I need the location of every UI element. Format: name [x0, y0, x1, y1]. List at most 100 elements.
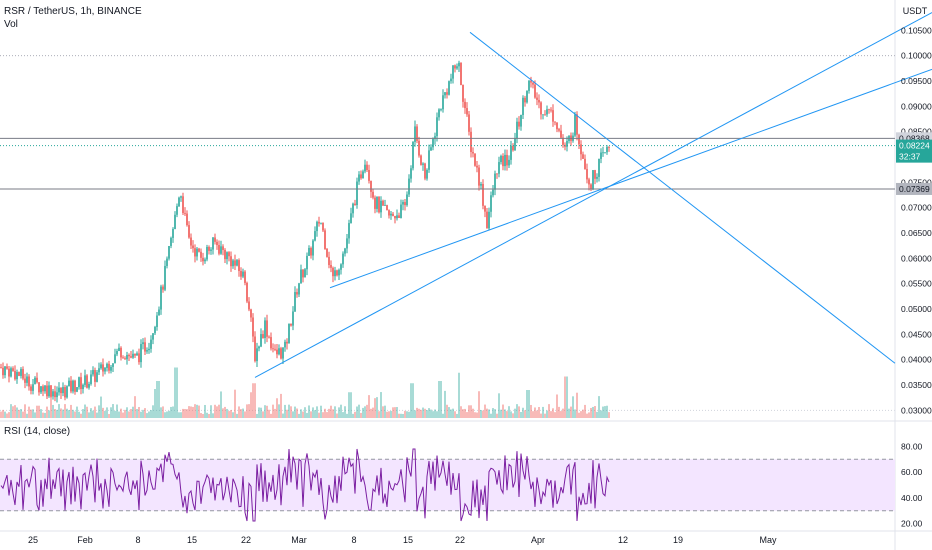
- candle-body: [348, 223, 350, 239]
- candle-body: [36, 377, 38, 383]
- volume-bar: [112, 404, 114, 418]
- time-axis[interactable]: 25 Feb 8 15 22 Mar 8 15 22 Apr 12 19 May: [28, 535, 777, 545]
- candle-body: [522, 97, 524, 116]
- volume-bar: [280, 393, 282, 418]
- volume-bar: [412, 383, 414, 418]
- volume-bar: [454, 411, 456, 418]
- volume-bar: [356, 406, 358, 418]
- volume-bar: [88, 412, 90, 418]
- candle-body: [380, 200, 382, 213]
- volume-bar: [414, 410, 416, 418]
- volume-bar: [416, 407, 418, 418]
- volume-bar: [578, 412, 580, 418]
- horizontal-levels[interactable]: [0, 55, 895, 190]
- volume-bar: [116, 404, 118, 418]
- candle-body: [464, 101, 466, 109]
- volume-bar: [306, 412, 308, 418]
- volume-bar: [154, 389, 156, 418]
- rsi-tick-label: 40.00: [901, 493, 923, 503]
- candle-body: [540, 102, 542, 115]
- candle-body: [600, 152, 602, 159]
- volume-bar: [22, 411, 24, 418]
- candle-body: [164, 265, 166, 290]
- volume-bar: [14, 405, 16, 418]
- candle-body: [100, 364, 102, 369]
- time-tick-label: May: [759, 535, 777, 545]
- volume-bar: [204, 404, 206, 418]
- volume-bar: [250, 392, 252, 418]
- symbol-legend[interactable]: RSR / TetherUS, 1h, BINANCE: [4, 6, 142, 17]
- candle-body: [166, 258, 168, 266]
- candle-body: [236, 260, 238, 266]
- volume-bar: [238, 406, 240, 418]
- candle-body: [412, 141, 414, 169]
- volume-bar: [236, 413, 238, 418]
- price-axis[interactable]: USDT0.105000.100000.095000.090000.085000…: [901, 6, 932, 529]
- volume-bar: [574, 409, 576, 418]
- candle-body: [332, 267, 334, 277]
- candle-body: [390, 213, 392, 216]
- candle-body: [244, 271, 246, 283]
- candle-body: [174, 214, 176, 229]
- volume-bar: [294, 406, 296, 418]
- candle-body: [466, 108, 468, 115]
- volume-bar: [24, 404, 26, 418]
- trendline[interactable]: [254, 12, 932, 378]
- candle-body: [356, 181, 358, 206]
- candle-body: [320, 222, 322, 224]
- volume-legend[interactable]: Vol: [4, 19, 18, 30]
- candle-body: [158, 309, 160, 316]
- candle-body: [574, 114, 576, 136]
- candle-body: [156, 315, 158, 327]
- candle-body: [268, 336, 270, 338]
- volume-bar: [318, 412, 320, 418]
- volume-bar: [142, 409, 144, 418]
- volume-bar: [96, 412, 98, 418]
- candle-body: [398, 215, 400, 218]
- trendline[interactable]: [469, 31, 896, 364]
- candle-body: [104, 367, 106, 372]
- volume-bar: [274, 408, 276, 418]
- volume-bar: [330, 405, 332, 418]
- volume-bar: [326, 412, 328, 418]
- trendline[interactable]: [329, 68, 932, 289]
- candle-body: [548, 109, 550, 111]
- candle-body: [250, 309, 252, 318]
- candle-body: [198, 248, 200, 252]
- candle-body: [234, 260, 236, 266]
- candle-body: [200, 251, 202, 258]
- volume-bar: [138, 406, 140, 418]
- rsi-tick-label: 60.00: [901, 467, 923, 477]
- volume-bar: [450, 409, 452, 418]
- volume-bar: [114, 410, 116, 418]
- volume-bar: [134, 396, 136, 418]
- rsi-legend[interactable]: RSI (14, close): [4, 426, 71, 437]
- candle-body: [576, 114, 578, 135]
- volume-bar: [556, 394, 558, 418]
- volume-bar: [128, 411, 130, 418]
- volume-bar: [570, 406, 572, 418]
- candle-body: [450, 78, 452, 82]
- volume-bar: [576, 392, 578, 418]
- volume-bar: [312, 407, 314, 418]
- candle-body: [134, 353, 136, 356]
- candles: [0, 60, 610, 403]
- volume-bar: [506, 411, 508, 418]
- candle-body: [458, 62, 460, 67]
- volume-bar: [364, 406, 366, 418]
- trendlines[interactable]: [254, 12, 932, 378]
- candle-body: [246, 282, 248, 302]
- rsi-polyline: [0, 448, 610, 522]
- candle-body: [366, 164, 368, 171]
- volume-bar: [376, 397, 378, 418]
- candle-body: [128, 354, 130, 357]
- candle-body: [242, 271, 244, 277]
- volume-bar: [26, 413, 28, 418]
- candle-body: [588, 179, 590, 185]
- volume-bar: [126, 407, 128, 418]
- volume-bar: [370, 408, 372, 418]
- volume-bar: [68, 410, 70, 418]
- candle-body: [582, 154, 584, 159]
- volume-bar: [530, 404, 532, 418]
